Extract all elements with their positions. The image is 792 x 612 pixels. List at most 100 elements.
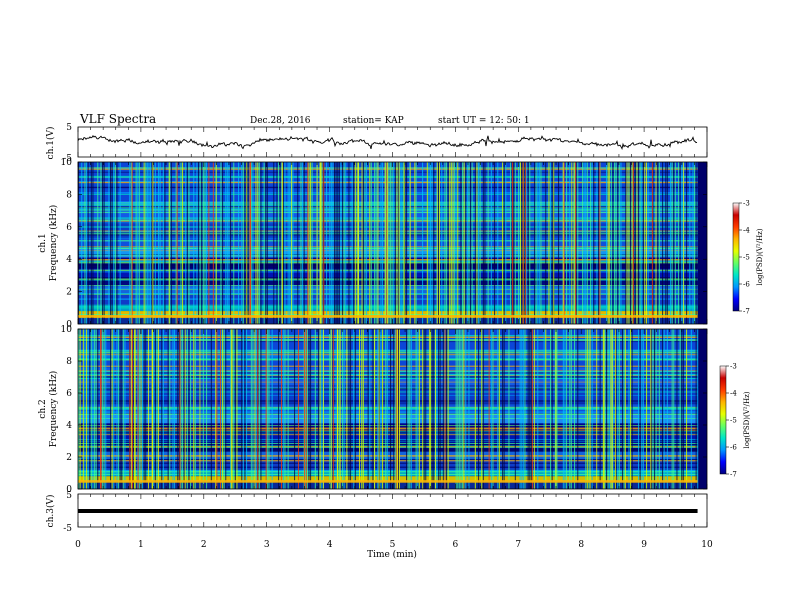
spectrogram-column <box>394 329 396 489</box>
spectrogram-column <box>241 329 243 489</box>
spectrogram-column <box>297 162 299 324</box>
spectrogram-column <box>481 329 483 489</box>
spectrogram-column <box>625 162 627 324</box>
spectrogram-column <box>322 162 324 324</box>
spectrogram-column <box>103 329 105 489</box>
frequency-tick-label: 0 <box>66 320 72 330</box>
spectrogram-column <box>81 162 83 324</box>
start-time-label: start UT = 12: 50: 1 <box>438 116 530 126</box>
spectrogram-column <box>502 329 504 489</box>
spectrogram-column <box>618 162 620 324</box>
spectrogram-column <box>159 162 161 324</box>
spectrogram-column <box>673 162 675 324</box>
spectrogram-column <box>537 329 539 489</box>
spectrogram-column <box>345 162 347 324</box>
spectrogram-column <box>310 329 312 489</box>
spectrogram-column <box>329 162 331 324</box>
spectrogram-lf-band <box>78 480 698 483</box>
spectrogram-column <box>415 329 417 489</box>
spectrogram-column <box>639 329 641 489</box>
spectrogram-column <box>490 329 492 489</box>
spectrogram-column <box>447 329 449 489</box>
spectrogram-column <box>338 162 340 324</box>
spectrogram-impulse <box>137 329 139 489</box>
spectrogram-column <box>526 162 528 324</box>
spectrogram-column <box>694 162 696 324</box>
spectrogram-column <box>545 162 547 324</box>
spectrogram-column <box>692 162 694 324</box>
spectrogram-column <box>465 329 467 489</box>
colorbar-tick-label: -7 <box>743 308 750 316</box>
spectrogram-column <box>446 162 448 324</box>
spectrogram-column <box>462 329 464 489</box>
spectrogram-column <box>196 162 198 324</box>
spectrogram-impulse <box>100 329 102 489</box>
spectrogram-column <box>233 329 235 489</box>
spectrogram-column <box>287 329 289 489</box>
ch3-wave-tick-bottom: -5 <box>63 524 72 534</box>
spectrogram-impulse <box>100 329 101 489</box>
spectrogram-column <box>399 162 401 324</box>
spectrogram-column <box>671 162 673 324</box>
spectrogram-column <box>543 329 545 489</box>
spectrogram-column <box>514 162 516 324</box>
spectrogram-column <box>354 162 356 324</box>
spectrogram-column <box>492 329 494 489</box>
colorbar-frame <box>719 365 727 475</box>
ch2-colorbar: -3 -4 -5 -6 -7 log(PSD)(V²/Hz) <box>719 363 751 479</box>
spectrogram-column <box>514 329 516 489</box>
spectrogram-column <box>145 162 147 324</box>
spectrogram-column <box>78 329 80 489</box>
spectrogram-impulse <box>212 162 214 324</box>
spectrogram-column <box>617 329 619 489</box>
spectrogram-impulse <box>398 329 400 489</box>
ch1-wave-tick-top: 5 <box>66 123 72 133</box>
spectrogram-impulse <box>134 329 136 489</box>
spectrogram-column <box>398 162 400 324</box>
spectrogram-column <box>225 329 227 489</box>
spectrogram-impulse <box>444 329 446 489</box>
spectrogram-column <box>382 162 384 324</box>
spectrogram-impulse <box>531 329 533 489</box>
spectrogram-column <box>198 162 200 324</box>
spectrogram-column <box>630 329 632 489</box>
spectrogram-column <box>279 162 281 324</box>
spectrogram-column <box>641 162 643 324</box>
spectrogram-impulse <box>332 329 334 489</box>
spectrogram-impulse <box>291 162 293 324</box>
spectrogram-column <box>94 329 96 489</box>
spectrogram-impulse <box>632 162 634 324</box>
spectrogram-impulse <box>553 162 555 324</box>
spectrogram-column <box>242 329 244 489</box>
spectrogram-column <box>287 162 289 324</box>
ch2-spec-ylabel-channel: ch.2 <box>38 399 48 418</box>
spectrogram-column <box>353 329 355 489</box>
spectrogram-column <box>130 162 132 324</box>
spectrogram-impulse <box>131 329 133 489</box>
spectrogram-column <box>577 329 579 489</box>
spectrogram-column <box>258 329 260 489</box>
spectrogram-column <box>642 329 644 489</box>
spectrogram-impulse <box>246 162 248 324</box>
spectrogram-impulse <box>281 162 283 324</box>
spectrogram-column <box>478 162 480 324</box>
ch1-wave-ylabel: ch.1(V) <box>45 127 56 160</box>
spectrogram-column <box>172 329 174 489</box>
spectrogram-column <box>566 162 568 324</box>
spectrogram-impulse <box>519 162 521 324</box>
spectrogram-impulse <box>436 162 438 324</box>
spectrogram-column <box>84 329 86 489</box>
spectrogram-column <box>89 329 91 489</box>
spectrogram-column <box>583 162 585 324</box>
spectrogram-column <box>113 329 115 489</box>
spectrogram-column <box>534 162 536 324</box>
spectrogram-column <box>444 162 446 324</box>
spectrogram-column <box>620 162 622 324</box>
spectrogram-impulse <box>220 329 222 489</box>
spectrogram-impulse <box>208 162 210 324</box>
spectrogram-column <box>292 162 294 324</box>
spectrogram-column <box>438 162 440 324</box>
frequency-tick-label: 0 <box>66 485 72 495</box>
spectrogram-column <box>382 329 384 489</box>
spectrogram-column <box>366 162 368 324</box>
